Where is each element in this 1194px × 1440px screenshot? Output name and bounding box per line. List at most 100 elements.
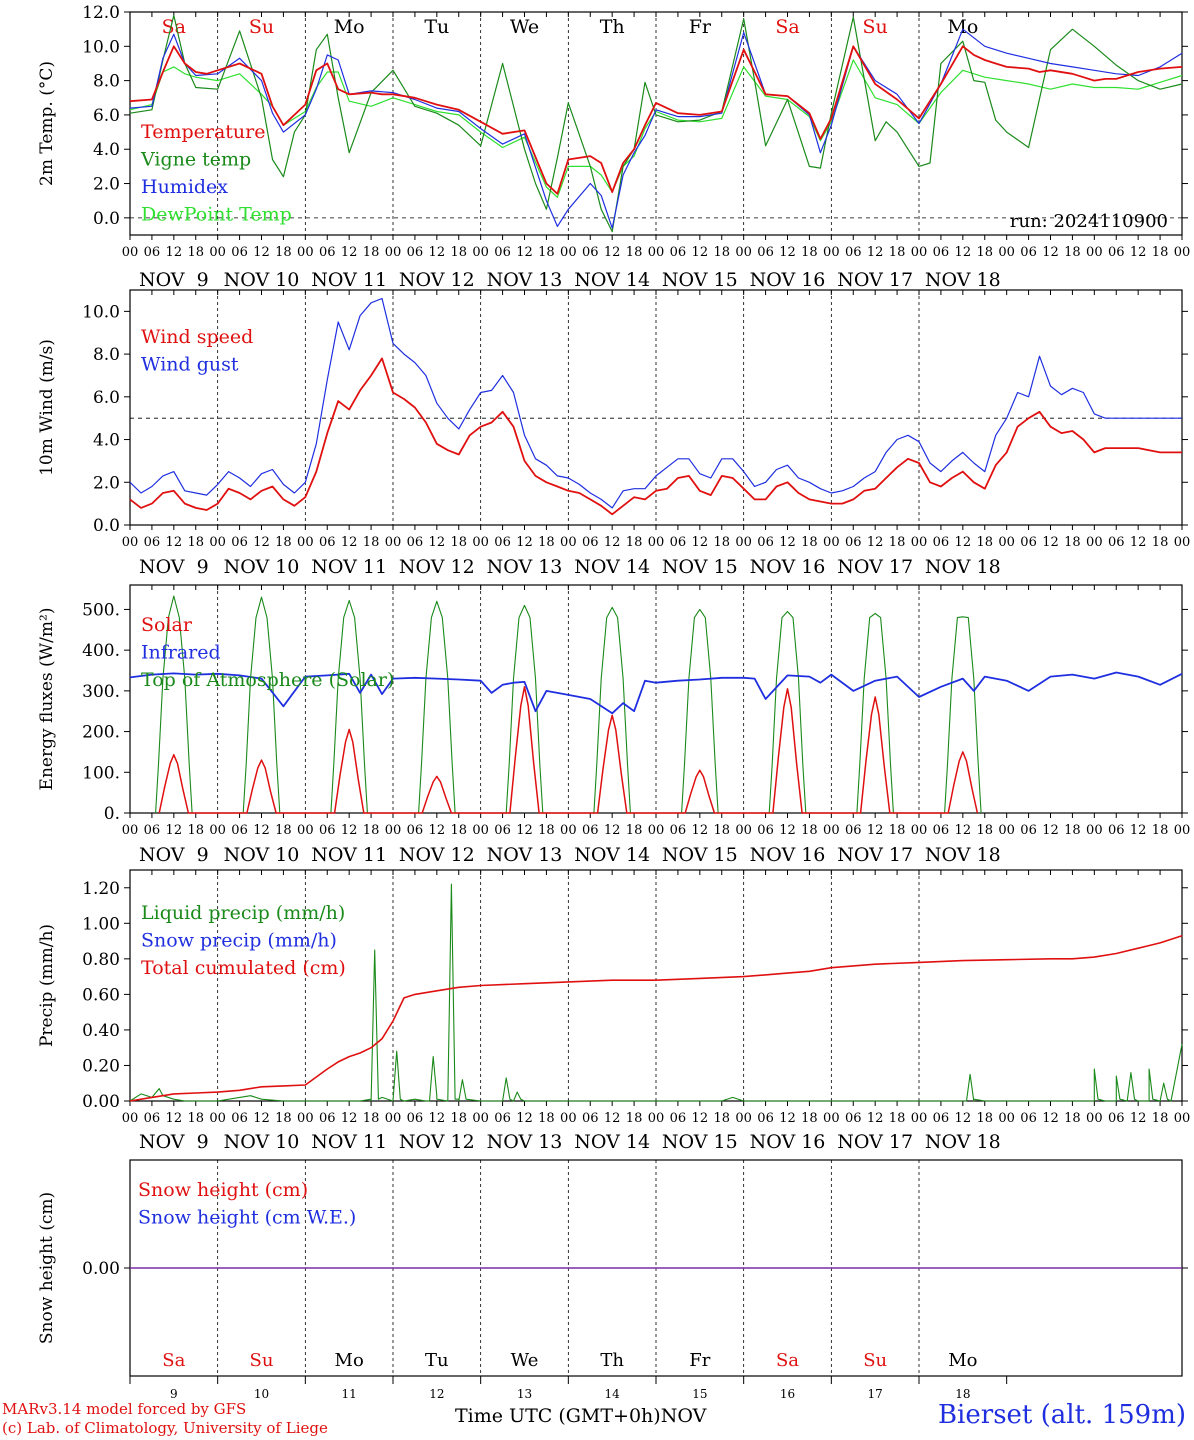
x-hour-label: 06 [144, 535, 161, 550]
x-hour-label: 12 [516, 535, 533, 550]
model-credit: MARv3.14 model forced by GFS [2, 1400, 247, 1418]
x-hour-label: 00 [823, 1111, 840, 1126]
y-tick-label: 0.60 [82, 985, 120, 1005]
x-hour-label: 18 [801, 535, 818, 550]
day-number-label: 11 [342, 1387, 357, 1401]
y-tick-label: 0.20 [82, 1056, 120, 1076]
x-date-label: NOV 14 [574, 844, 650, 866]
x-hour-label: 00 [209, 535, 226, 550]
x-date-label: NOV 18 [925, 1131, 1001, 1153]
x-hour-label: 18 [450, 535, 467, 550]
x-hour-label: 06 [670, 535, 687, 550]
x-hour-label: 18 [626, 245, 643, 260]
x-date-label: NOV 13 [487, 844, 563, 866]
x-date-label: NOV 16 [750, 844, 826, 866]
x-hour-label: 00 [560, 245, 577, 260]
x-hour-label: 06 [1108, 535, 1125, 550]
x-hour-label: 12 [1130, 823, 1147, 838]
x-hour-label: 12 [1130, 1111, 1147, 1126]
y-tick-label: 0.0 [93, 209, 120, 229]
x-hour-label: 18 [1152, 823, 1169, 838]
x-hour-label: 18 [1064, 1111, 1081, 1126]
x-hour-label: 06 [144, 823, 161, 838]
x-date-label: NOV 16 [750, 269, 826, 291]
x-hour-label: 12 [779, 535, 796, 550]
x-date-label: NOV 10 [224, 556, 300, 578]
x-hour-label: 06 [845, 535, 862, 550]
legend-entry: Solar [141, 614, 193, 636]
y-tick-label: 0.40 [82, 1021, 120, 1041]
weekday-label: We [510, 16, 539, 38]
series-wind-speed [129, 357, 1182, 516]
x-hour-label: 00 [1174, 535, 1191, 550]
x-hour-label: 18 [187, 1111, 204, 1126]
x-hour-label: 18 [1152, 245, 1169, 260]
x-hour-label: 00 [385, 245, 402, 260]
x-hour-label: 12 [341, 535, 358, 550]
x-hour-label: 12 [253, 1111, 270, 1126]
x-hour-label: 00 [472, 245, 489, 260]
legend-entry: Liquid precip (mm/h) [141, 902, 345, 924]
x-hour-label: 12 [779, 245, 796, 260]
x-hour-label: 06 [933, 535, 950, 550]
x-hour-label: 06 [407, 535, 424, 550]
x-hour-label: 00 [823, 245, 840, 260]
x-hour-label: 18 [626, 535, 643, 550]
weekday-label: Su [863, 1350, 887, 1371]
weekday-label: Su [863, 16, 888, 38]
x-hour-label: 06 [1108, 245, 1125, 260]
weekday-label: Mo [334, 16, 365, 38]
x-hour-label: 00 [648, 823, 665, 838]
x-hour-label: 00 [648, 245, 665, 260]
x-hour-label: 06 [757, 1111, 774, 1126]
x-hour-label: 00 [823, 823, 840, 838]
x-date-label: NOV 9 [139, 844, 209, 866]
x-hour-label: 18 [187, 245, 204, 260]
x-hour-label: 12 [253, 823, 270, 838]
panel-2: 0.0 2.0 4.0 6.0 8.0 10.0 10m Wind (m/s) 00 06 12 1… [37, 289, 1191, 578]
x-hour-label: 06 [1020, 245, 1037, 260]
x-date-label: NOV 16 [750, 556, 826, 578]
x-hour-label: 00 [209, 823, 226, 838]
x-hour-label: 18 [450, 823, 467, 838]
x-date-label: NOV 12 [399, 269, 475, 291]
y-tick-label: 0.00 [82, 1259, 120, 1279]
x-hour-label: 06 [670, 245, 687, 260]
x-hour-label: 00 [385, 535, 402, 550]
series-total-cumulated-cm- [129, 934, 1183, 1102]
y-tick-label: 1.20 [82, 879, 120, 899]
x-hour-label: 06 [319, 535, 336, 550]
y-axis-label: Precip (mm/h) [37, 924, 57, 1047]
x-hour-label: 00 [385, 1111, 402, 1126]
x-hour-label: 00 [122, 1111, 139, 1126]
x-hour-label: 12 [867, 535, 884, 550]
x-hour-label: 12 [955, 823, 972, 838]
x-hour-label: 12 [867, 823, 884, 838]
x-hour-label: 06 [757, 245, 774, 260]
day-number-label: 15 [692, 1387, 707, 1401]
x-date-label: NOV 15 [662, 1131, 738, 1153]
x-hour-label: 12 [867, 1111, 884, 1126]
y-tick-label: 4.0 [93, 140, 120, 160]
y-tick-label: 10.0 [82, 37, 120, 57]
x-hour-label: 00 [998, 823, 1015, 838]
weekday-label: Sa [162, 16, 186, 38]
day-number-label: 13 [517, 1387, 532, 1401]
x-hour-label: 12 [779, 823, 796, 838]
x-hour-label: 06 [670, 823, 687, 838]
x-hour-label: 00 [472, 1111, 489, 1126]
x-date-label: NOV 14 [574, 556, 650, 578]
panel-5: 0.00 Snow height (cm) Sa Su Mo Tu We Th Fr Sa Su Mo… [37, 1159, 1188, 1401]
x-hour-label: 06 [845, 245, 862, 260]
x-hour-label: 12 [516, 245, 533, 260]
x-hour-label: 00 [122, 823, 139, 838]
y-tick-label: 0.0 [93, 516, 120, 536]
x-hour-label: 18 [275, 823, 292, 838]
x-hour-label: 12 [166, 245, 183, 260]
x-hour-label: 12 [955, 245, 972, 260]
x-hour-label: 12 [341, 823, 358, 838]
y-tick-label: 8.0 [93, 345, 120, 365]
x-hour-label: 06 [494, 535, 511, 550]
x-hour-label: 18 [1064, 245, 1081, 260]
x-hour-label: 18 [187, 535, 204, 550]
